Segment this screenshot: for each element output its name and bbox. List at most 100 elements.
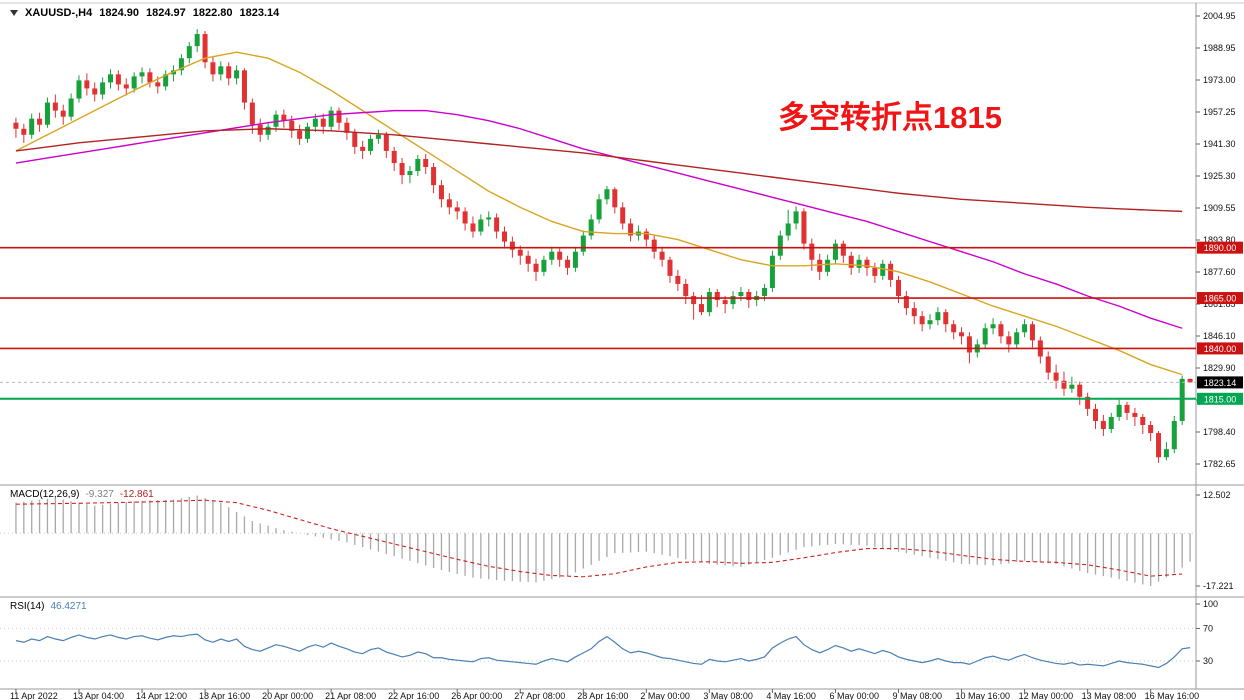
svg-text:1865.00: 1865.00 bbox=[1204, 294, 1237, 304]
svg-text:1909.55: 1909.55 bbox=[1203, 203, 1236, 213]
rsi-line bbox=[15, 633, 1191, 669]
candle-body bbox=[462, 211, 468, 224]
candle-body bbox=[399, 163, 405, 176]
candle-body bbox=[1140, 416, 1146, 426]
candle-body bbox=[1148, 425, 1154, 434]
symbol-period-label: XAUUSD-,H4 bbox=[25, 7, 93, 19]
svg-text:100: 100 bbox=[1203, 599, 1218, 609]
candle-body bbox=[1124, 404, 1130, 413]
candle-body bbox=[612, 189, 618, 208]
rsi-name: RSI(14) bbox=[10, 601, 45, 612]
svg-text:70: 70 bbox=[1203, 623, 1213, 633]
candle-body bbox=[1029, 324, 1035, 341]
candle-body bbox=[218, 66, 224, 75]
candle-body bbox=[549, 251, 555, 260]
svg-text:1973.00: 1973.00 bbox=[1203, 75, 1236, 85]
candle-body bbox=[840, 243, 846, 256]
svg-text:12.502: 12.502 bbox=[1203, 490, 1231, 500]
candle-body bbox=[320, 118, 326, 127]
chart-info-bar: XAUUSD-,H4 1824.90 1824.97 1822.80 1823.… bbox=[10, 7, 279, 19]
candle-body bbox=[565, 259, 571, 268]
svg-text:30: 30 bbox=[1203, 656, 1213, 666]
candle-body bbox=[903, 296, 909, 309]
candle-body bbox=[336, 110, 342, 123]
candle-body bbox=[966, 336, 972, 353]
candle-body bbox=[37, 118, 43, 125]
candle-body bbox=[383, 134, 389, 151]
candle-body bbox=[588, 219, 594, 236]
candle-body bbox=[234, 70, 240, 79]
candle-body bbox=[273, 114, 279, 127]
ma-slow-line bbox=[15, 128, 1183, 213]
candle-body bbox=[352, 132, 358, 147]
candle-body bbox=[446, 199, 452, 208]
macd-pane: 12.502 -17.221 bbox=[0, 490, 1234, 591]
svg-text:13 May 08:00: 13 May 08:00 bbox=[1082, 691, 1137, 700]
candle-body bbox=[1014, 332, 1020, 345]
candle-body bbox=[509, 241, 515, 250]
candle-body bbox=[896, 279, 901, 297]
macd-signal-value: -12.861 bbox=[119, 489, 154, 500]
svg-text:1890.00: 1890.00 bbox=[1204, 243, 1237, 253]
candle-body bbox=[226, 66, 232, 79]
candle-body bbox=[1163, 449, 1169, 458]
svg-text:-17.221: -17.221 bbox=[1203, 581, 1234, 591]
svg-text:26 Apr 00:00: 26 Apr 00:00 bbox=[451, 691, 502, 700]
svg-text:18 Apr 16:00: 18 Apr 16:00 bbox=[199, 691, 250, 700]
candle-body bbox=[312, 118, 318, 127]
hline-price-tag bbox=[1197, 241, 1243, 254]
candle-body bbox=[1045, 356, 1051, 373]
candle-body bbox=[344, 122, 350, 133]
candle-body bbox=[959, 332, 965, 337]
candle-body bbox=[809, 243, 815, 260]
svg-text:21 Apr 08:00: 21 Apr 08:00 bbox=[325, 691, 376, 700]
candle-body bbox=[92, 88, 98, 95]
candle-body bbox=[1108, 416, 1114, 430]
macd-indicator-label: MACD(12,26,9) -9.327 -12.861 bbox=[10, 489, 154, 500]
svg-text:1957.25: 1957.25 bbox=[1203, 107, 1236, 117]
candle-body bbox=[762, 287, 768, 297]
hline-price-tag bbox=[1197, 392, 1243, 405]
candle-body bbox=[147, 72, 153, 83]
candle-body bbox=[848, 255, 854, 268]
svg-text:1840.00: 1840.00 bbox=[1204, 344, 1237, 354]
time-axis[interactable]: 11 Apr 2022 13 Apr 04:00 14 Apr 12:00 18 Ap… bbox=[10, 689, 1199, 700]
candle-body bbox=[470, 223, 476, 232]
candle-body bbox=[431, 167, 437, 186]
candle-body bbox=[643, 231, 649, 240]
candle-body bbox=[832, 243, 838, 260]
svg-text:2004.95: 2004.95 bbox=[1203, 11, 1236, 21]
svg-text:1941.30: 1941.30 bbox=[1203, 139, 1236, 149]
svg-text:11 Apr 2022: 11 Apr 2022 bbox=[10, 691, 58, 700]
candle-body bbox=[305, 126, 310, 139]
candle-body bbox=[517, 249, 523, 256]
candle-body bbox=[454, 207, 460, 212]
close-value: 1823.14 bbox=[239, 7, 280, 19]
candle-body bbox=[856, 259, 862, 268]
candle-body bbox=[297, 130, 303, 139]
candle-body bbox=[249, 102, 255, 125]
svg-text:1846.10: 1846.10 bbox=[1203, 331, 1236, 341]
svg-text:1877.60: 1877.60 bbox=[1203, 267, 1236, 277]
candle-body bbox=[1022, 324, 1028, 333]
price-tags-layer: 1890.00 1865.00 1840.00 1815.00 1823.14 bbox=[1197, 241, 1243, 405]
candle-body bbox=[706, 291, 712, 313]
candle-body bbox=[1116, 404, 1122, 417]
candle-body bbox=[888, 263, 894, 280]
current-price-tag bbox=[1197, 376, 1243, 389]
candle-body bbox=[1061, 380, 1067, 389]
svg-text:3 May 08:00: 3 May 08:00 bbox=[703, 691, 753, 700]
hline-price-tag bbox=[1197, 342, 1243, 355]
svg-text:2 May 00:00: 2 May 00:00 bbox=[640, 691, 690, 700]
svg-text:1798.40: 1798.40 bbox=[1203, 427, 1236, 437]
candle-body bbox=[1093, 408, 1098, 421]
candle-body bbox=[722, 300, 728, 305]
candle-body bbox=[1156, 433, 1162, 458]
candle-body bbox=[494, 217, 500, 232]
candle-body bbox=[596, 199, 602, 220]
candle-body bbox=[76, 80, 82, 99]
annotation-text[interactable]: 多空转折点1815 bbox=[778, 100, 1002, 135]
svg-text:10 May 16:00: 10 May 16:00 bbox=[956, 691, 1011, 700]
